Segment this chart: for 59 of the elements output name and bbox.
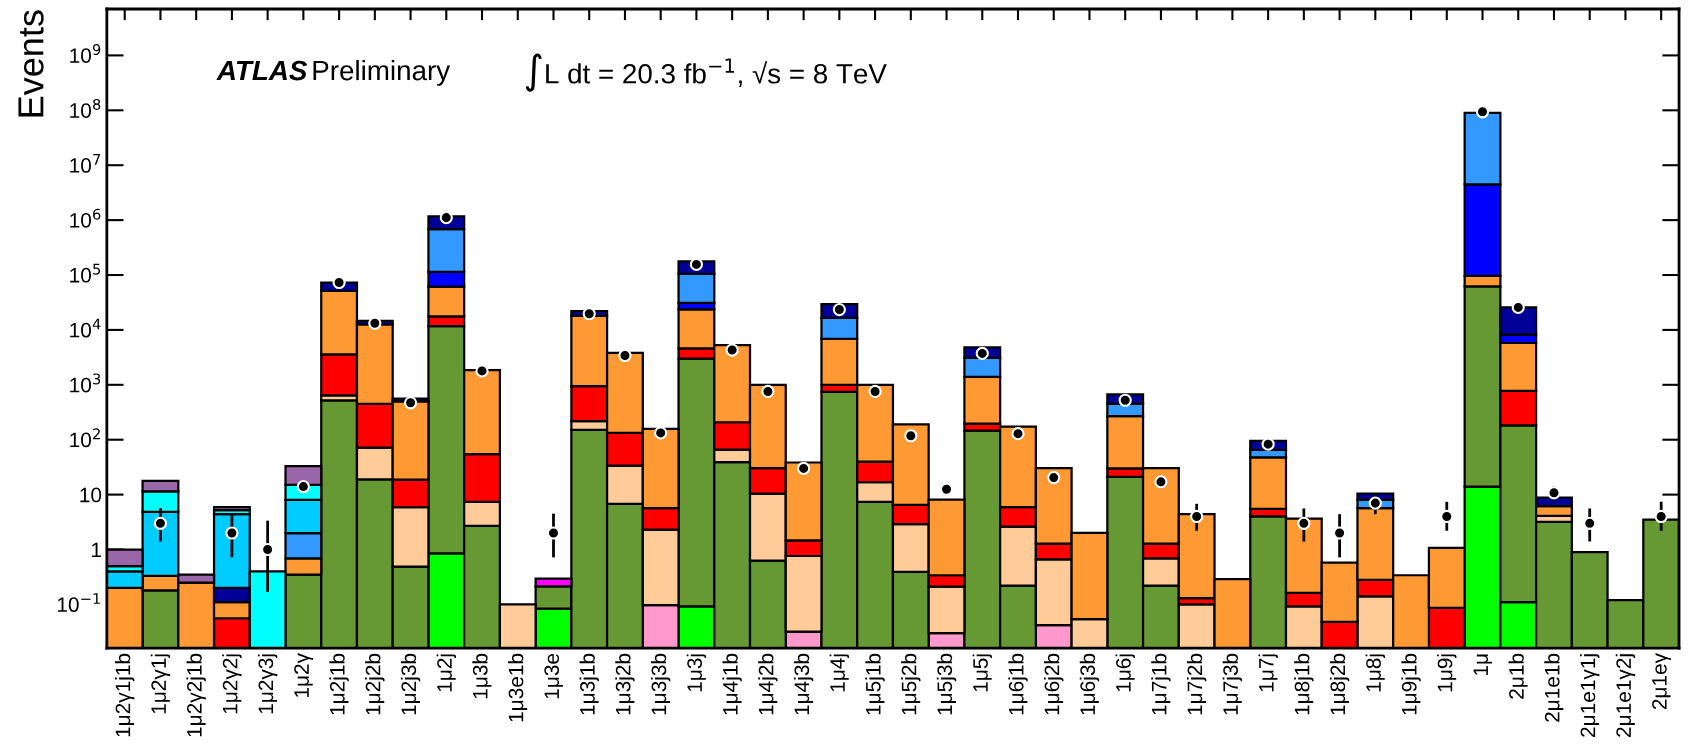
x-tick-label: 1μ2γ2j [222, 654, 242, 714]
y-tick-label: 10$^{5}$ [70, 263, 101, 283]
x-tick-label: 1μ2j1b [329, 653, 349, 715]
x-tick-label: 1μ2γ [294, 653, 314, 697]
x-tick-label: 1μ2γ1j [150, 654, 171, 714]
x-tick-label: 1μ6j [1115, 654, 1135, 692]
x-tick-label: 1μ5j1b [865, 653, 885, 715]
x-tick-label: 1μ7j2b [1186, 653, 1207, 715]
x-tick-label: 1μ2j3b [400, 653, 421, 715]
x-tick-label: 1μ4j2b [758, 653, 778, 715]
x-tick-label: 2μ1e1γ2j [1615, 654, 1636, 737]
y-tick-label: 10$^{8}$ [70, 98, 101, 118]
y-tick-label: 10$^{7}$ [70, 154, 101, 173]
x-tick-label: 1μ6j2b [1044, 653, 1064, 715]
x-tick-label: 1μ9j [1437, 654, 1457, 692]
x-tick-label: 1μ6j3b [1079, 653, 1100, 715]
x-tick-label: 1μ [1473, 654, 1492, 675]
x-tick-label: 2μ1e1γ1j [1580, 654, 1600, 737]
x-tick-label: 2μ1e1b [1544, 653, 1564, 722]
x-tick-label: 1μ7j [1258, 654, 1278, 692]
x-tick-label: 1μ7j3b [1222, 653, 1243, 715]
x-tick-label: 1μ8j1b [1294, 653, 1314, 715]
x-tick-label: 1μ3j [686, 654, 707, 692]
x-tick-label: 1μ2γ3j [257, 654, 278, 714]
y-tick-label: 10$^{3}$ [70, 373, 101, 393]
x-tick-label: 1μ4j3b [793, 653, 814, 715]
y-tick-label: 10$^{−1}$ [57, 593, 100, 613]
x-tick-label: 1μ8j2b [1329, 653, 1350, 715]
x-tick-label: 1μ4j [829, 654, 850, 692]
y-tick-label: 10$^{9}$ [70, 44, 101, 63]
x-tick-label: 1μ2j2b [365, 653, 385, 715]
x-tick-label: 1μ3j3b [650, 653, 671, 715]
x-tick-label: 1μ2γ2j1b [186, 653, 206, 737]
x-tick-label: 1μ3b [472, 653, 492, 699]
x-tick-label: 2μ1b [1508, 653, 1528, 699]
y-tick-label: 10$^{2}$ [70, 428, 100, 448]
x-tick-label: 1μ3e1b [508, 653, 528, 722]
x-tick-label: 1μ2j [436, 654, 457, 692]
y-axis-title: Events [18, 10, 44, 117]
x-tick-label: 1μ4j1b [722, 653, 742, 715]
y-tick-label: 1 [91, 542, 101, 558]
x-tick-label: 1μ5j [972, 654, 992, 692]
x-tick-label: 1μ5j2b [901, 653, 921, 715]
x-tick-label: 1μ3j2b [615, 653, 635, 715]
x-tick-label: 1μ8j [1365, 654, 1386, 692]
x-tick-label: 1μ5j3b [936, 653, 957, 715]
annotation: ATLAS [216, 60, 308, 81]
y-tick-label: 10 [80, 487, 102, 503]
y-tick-label: 10$^{4}$ [70, 318, 101, 338]
x-tick-label: 1μ9j1b [1401, 653, 1421, 715]
x-tick-label: 1μ3j1b [579, 653, 599, 715]
annotation: Preliminary [313, 59, 451, 86]
x-tick-label: 1μ3e [544, 653, 563, 699]
x-tick-label: 1μ7j1b [1151, 653, 1171, 715]
y-tick-label: 10$^{6}$ [70, 208, 101, 228]
x-tick-label: 1μ2γ1j1b [115, 653, 135, 737]
x-tick-label: 2μ1eγ [1652, 653, 1671, 710]
x-tick-label: 1μ6j1b [1008, 653, 1028, 715]
annotation: ∫L dt = 20.3 fb$^{−1}$, √s = 8 TeV [525, 53, 887, 92]
